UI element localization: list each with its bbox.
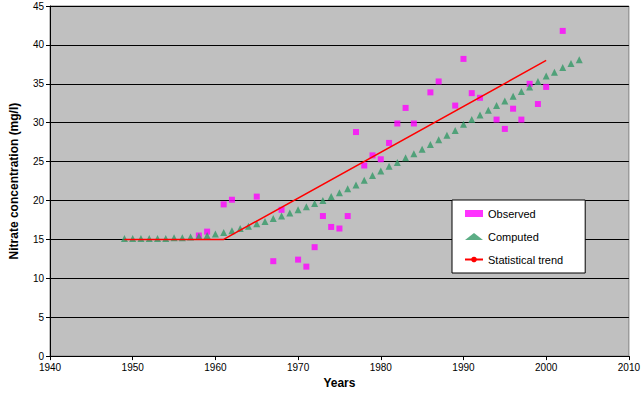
svg-text:25: 25 bbox=[33, 156, 45, 167]
svg-text:1990: 1990 bbox=[452, 362, 475, 373]
svg-text:15: 15 bbox=[33, 234, 45, 245]
svg-text:35: 35 bbox=[33, 78, 45, 89]
svg-text:Observed: Observed bbox=[488, 208, 536, 220]
svg-text:0: 0 bbox=[38, 351, 44, 362]
svg-text:Computed: Computed bbox=[488, 231, 539, 243]
svg-text:45: 45 bbox=[33, 1, 45, 12]
svg-text:2000: 2000 bbox=[535, 362, 558, 373]
svg-text:Nitrate concentration (mg/l): Nitrate concentration (mg/l) bbox=[7, 103, 21, 260]
svg-text:1970: 1970 bbox=[287, 362, 310, 373]
svg-text:30: 30 bbox=[33, 117, 45, 128]
svg-text:40: 40 bbox=[33, 39, 45, 50]
svg-text:Statistical trend: Statistical trend bbox=[488, 254, 563, 266]
svg-text:10: 10 bbox=[33, 273, 45, 284]
svg-text:5: 5 bbox=[38, 312, 44, 323]
svg-text:1960: 1960 bbox=[204, 362, 227, 373]
svg-text:1950: 1950 bbox=[122, 362, 145, 373]
svg-text:20: 20 bbox=[33, 195, 45, 206]
svg-text:1940: 1940 bbox=[39, 362, 62, 373]
svg-text:2010: 2010 bbox=[618, 362, 641, 373]
svg-text:1980: 1980 bbox=[370, 362, 393, 373]
svg-text:Years: Years bbox=[323, 376, 355, 390]
